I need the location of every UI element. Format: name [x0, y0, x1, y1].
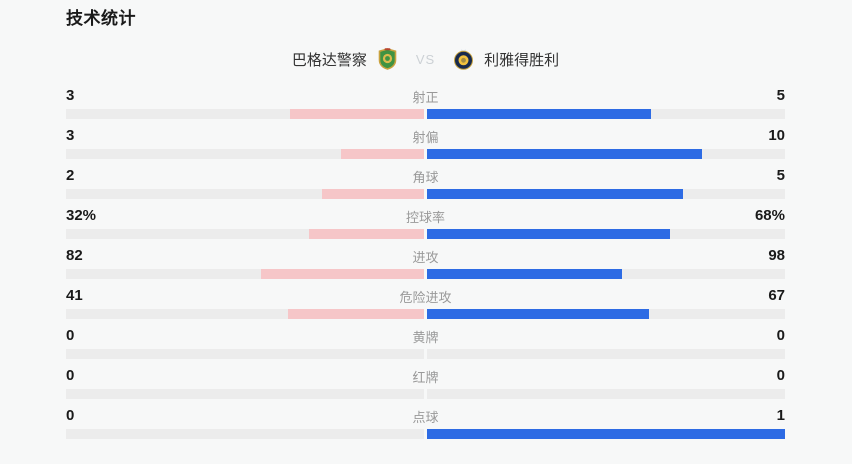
- stat-label: 危险进攻: [399, 289, 452, 305]
- away-value: 0: [776, 327, 785, 344]
- away-bar-fill: [427, 429, 785, 439]
- away-bar-fill: [427, 309, 650, 319]
- stat-label: 射正: [412, 89, 439, 105]
- stat-labels-line: 3 射正 5: [66, 87, 785, 105]
- away-bar-track: [427, 189, 785, 199]
- stat-label: 角球: [412, 169, 439, 185]
- away-bar-track: [427, 309, 785, 319]
- home-value: 3: [66, 127, 75, 144]
- away-value: 5: [776, 87, 785, 104]
- away-team-badge-icon: [453, 48, 474, 70]
- away-value: 67: [768, 287, 785, 304]
- away-bar-track: [427, 229, 785, 239]
- home-bar-track: [66, 389, 424, 399]
- stat-label: 红牌: [412, 369, 439, 385]
- home-bar-fill: [260, 269, 424, 279]
- home-bar-fill: [309, 229, 424, 239]
- home-bar-track: [66, 229, 424, 239]
- away-value: 10: [768, 127, 785, 144]
- stat-bar: [66, 269, 785, 279]
- stat-label: 射偏: [412, 129, 439, 145]
- stat-labels-line: 0 黄牌 0: [66, 327, 785, 345]
- stat-labels-line: 0 红牌 0: [66, 367, 785, 385]
- away-bar-track: [427, 429, 785, 439]
- home-value: 0: [66, 407, 75, 424]
- home-value: 2: [66, 167, 75, 184]
- stat-label: 点球: [412, 409, 439, 425]
- away-value: 98: [768, 247, 785, 264]
- home-value: 0: [66, 367, 75, 384]
- stat-bar: [66, 109, 785, 119]
- home-bar-fill: [289, 109, 424, 119]
- stat-labels-line: 0 点球 1: [66, 407, 785, 425]
- stat-label: 进攻: [412, 249, 439, 265]
- home-value: 0: [66, 327, 75, 344]
- away-bar-fill: [427, 269, 622, 279]
- home-value: 32%: [66, 207, 97, 224]
- home-value: 41: [66, 287, 83, 304]
- home-bar-track: [66, 309, 424, 319]
- stat-labels-line: 2 角球 5: [66, 167, 785, 185]
- home-bar-track: [66, 149, 424, 159]
- stat-bar: [66, 429, 785, 439]
- stat-label: 控球率: [405, 209, 445, 225]
- stat-labels-line: 41 危险进攻 67: [66, 287, 785, 305]
- page-title: 技术统计: [66, 9, 136, 28]
- home-bar-track: [66, 189, 424, 199]
- away-bar-track: [427, 109, 785, 119]
- stat-row: 0 黄牌 0: [66, 327, 785, 367]
- away-bar-track: [427, 349, 785, 359]
- tech-stats-panel: 技术统计 巴格达警察 VS 利雅得胜利 3 射正 5: [66, 9, 785, 447]
- stat-bar: [66, 189, 785, 199]
- stat-labels-line: 82 进攻 98: [66, 247, 785, 265]
- home-team-badge-icon: [377, 48, 398, 70]
- stat-bar: [66, 389, 785, 399]
- home-bar-track: [66, 429, 424, 439]
- home-bar-fill: [341, 149, 424, 159]
- stat-row: 2 角球 5: [66, 167, 785, 207]
- away-bar-fill: [427, 149, 703, 159]
- away-bar-track: [427, 269, 785, 279]
- away-value: 68%: [754, 207, 785, 224]
- stat-row: 0 点球 1: [66, 407, 785, 447]
- stat-row: 82 进攻 98: [66, 247, 785, 287]
- stat-labels-line: 32% 控球率 68%: [66, 207, 785, 225]
- stat-row: 0 红牌 0: [66, 367, 785, 407]
- home-bar-fill: [288, 309, 424, 319]
- stat-row: 3 射偏 10: [66, 127, 785, 167]
- home-bar-fill: [321, 189, 424, 199]
- home-bar-track: [66, 269, 424, 279]
- away-bar-fill: [427, 109, 651, 119]
- stat-row: 3 射正 5: [66, 87, 785, 127]
- home-value: 82: [66, 247, 83, 264]
- away-bar-track: [427, 149, 785, 159]
- away-value: 0: [776, 367, 785, 384]
- vs-label: VS: [415, 51, 436, 67]
- stats-rows: 3 射正 5 3 射偏 10 2: [66, 87, 785, 447]
- home-value: 3: [66, 87, 75, 104]
- stat-bar: [66, 229, 785, 239]
- stat-labels-line: 3 射偏 10: [66, 127, 785, 145]
- away-bar-fill: [427, 189, 683, 199]
- home-bar-track: [66, 349, 424, 359]
- stat-label: 黄牌: [412, 329, 439, 345]
- away-bar-fill: [427, 229, 671, 239]
- stat-bar: [66, 149, 785, 159]
- stat-row: 32% 控球率 68%: [66, 207, 785, 247]
- stat-bar: [66, 349, 785, 359]
- home-team-name: 巴格达警察: [291, 51, 367, 69]
- teams-header: 巴格达警察 VS 利雅得胜利: [66, 47, 785, 71]
- home-bar-track: [66, 109, 424, 119]
- stat-bar: [66, 309, 785, 319]
- stat-row: 41 危险进攻 67: [66, 287, 785, 327]
- away-value: 5: [776, 167, 785, 184]
- away-value: 1: [776, 407, 785, 424]
- away-bar-track: [427, 389, 785, 399]
- away-team-name: 利雅得胜利: [484, 51, 560, 69]
